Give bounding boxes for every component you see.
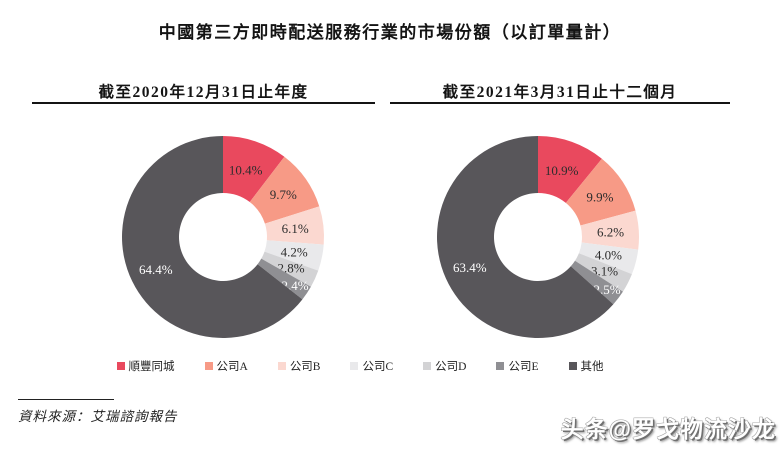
- donut-slice-公司A: [249, 156, 320, 224]
- legend-label: 順豐同城: [128, 361, 175, 373]
- slice-value-label: 3.1%: [591, 264, 618, 279]
- legend-label: 公司E: [508, 361, 539, 373]
- donut-slice-公司D: [261, 251, 319, 287]
- legend-swatch-icon: [204, 362, 213, 370]
- legend-label: 其他: [580, 361, 604, 373]
- legend-item-company-d: 公司D: [423, 358, 466, 374]
- slice-value-label: 6.2%: [597, 225, 624, 240]
- donut-slice-公司C: [264, 240, 324, 271]
- donut-chart-2021: 10.9%9.9%6.2%4.0%3.1%2.5%63.4%: [437, 136, 639, 338]
- donut-slice-其他: [122, 136, 303, 338]
- slice-value-label: 64.4%: [139, 262, 173, 277]
- source-note: 資料來源：艾瑞諮詢報告: [18, 399, 178, 425]
- donut-slice-公司B: [264, 206, 324, 245]
- right-chart-header: 截至2021年3月31日止十二個月: [390, 80, 730, 104]
- slice-value-label: 6.1%: [282, 221, 309, 236]
- chart-legend: 順豐同城 公司A 公司B 公司C 公司D 公司E 其他: [0, 358, 750, 374]
- legend-swatch-icon: [496, 362, 505, 370]
- slice-value-label: 4.0%: [595, 248, 622, 263]
- donut-slice-公司A: [565, 158, 636, 226]
- legend-swatch-icon: [116, 362, 125, 370]
- legend-item-company-a: 公司A: [204, 358, 248, 374]
- donut-chart-2020: 10.4%9.7%6.1%4.2%2.8%2.4%64.4%: [122, 136, 324, 338]
- slice-value-label: 10.4%: [229, 163, 263, 178]
- source-text: 資料來源：艾瑞諮詢報告: [18, 409, 178, 424]
- donut-slice-公司E: [570, 260, 623, 305]
- legend-item-others: 其他: [568, 358, 604, 374]
- donut-slice-公司B: [580, 210, 639, 250]
- donut-slice-公司D: [575, 253, 632, 292]
- legend-swatch-icon: [350, 362, 359, 370]
- chart-title: 中國第三方即時配送服務行業的市場份額（以訂單量計）: [158, 23, 622, 42]
- legend-swatch-icon: [568, 362, 577, 370]
- legend-label: 公司C: [362, 361, 394, 373]
- legend-swatch-icon: [277, 362, 286, 370]
- legend-label: 公司D: [435, 361, 467, 373]
- source-divider: [18, 399, 114, 400]
- legend-item-company-e: 公司E: [496, 358, 539, 374]
- slice-value-label: 9.9%: [586, 189, 613, 204]
- legend-label: 公司B: [289, 361, 321, 373]
- slice-value-label: 9.7%: [270, 187, 297, 202]
- legend-label: 公司A: [216, 361, 248, 373]
- donut-slice-順豐同城: [538, 136, 602, 203]
- watermark: 头条@罗戈物流沙龙: [560, 416, 776, 442]
- donut-slice-其他: [437, 136, 614, 338]
- slice-value-label: 10.9%: [545, 163, 579, 178]
- left-chart-header: 截至2020年12月31日止年度: [32, 80, 375, 104]
- legend-item-company-b: 公司B: [277, 358, 321, 374]
- legend-item-company-c: 公司C: [350, 358, 393, 374]
- donut-slice-順豐同城: [223, 136, 285, 203]
- donut-slice-公司C: [578, 242, 639, 275]
- donut-slice-公司E: [257, 258, 311, 300]
- slice-value-label: 4.2%: [281, 245, 308, 260]
- legend-item-sf-intra-city: 順豐同城: [116, 358, 175, 374]
- legend-swatch-icon: [423, 362, 432, 370]
- slice-value-label: 63.4%: [453, 260, 487, 275]
